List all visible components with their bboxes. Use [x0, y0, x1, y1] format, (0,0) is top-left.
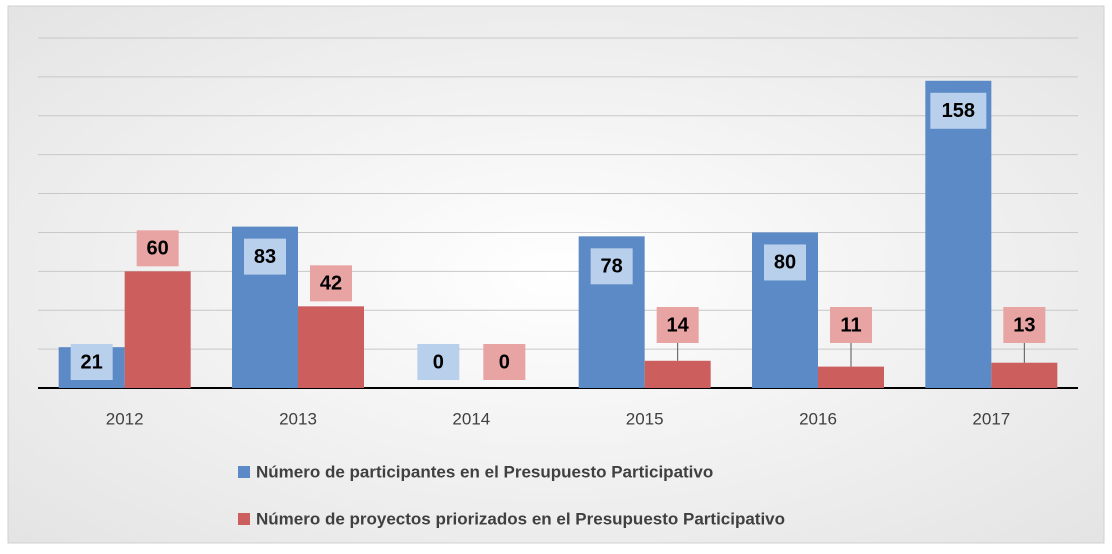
bar [298, 306, 364, 388]
data-label-box [136, 230, 179, 267]
data-label: 60 [147, 238, 169, 260]
chart-background [7, 5, 1105, 544]
data-label-box [417, 344, 460, 380]
data-label: 11 [840, 314, 861, 336]
data-label: 21 [81, 351, 103, 373]
data-label: 83 [254, 246, 276, 268]
bar [644, 360, 711, 388]
data-label: 80 [774, 252, 796, 274]
bar [818, 366, 884, 388]
x-tick-label: 2013 [279, 409, 317, 428]
bar [124, 271, 191, 388]
data-label: 14 [667, 314, 690, 336]
data-label-box [70, 344, 113, 380]
x-tick-label: 2014 [452, 409, 490, 428]
legend-label: Número de proyectos priorizados en el Pr… [256, 509, 785, 528]
data-label: 42 [320, 273, 342, 295]
legend-swatch [238, 513, 250, 525]
bar [991, 362, 1058, 388]
legend-swatch [238, 466, 250, 478]
data-label-box [590, 248, 633, 285]
data-label-box [764, 244, 806, 281]
data-label-box [1003, 307, 1046, 343]
data-label-box [310, 265, 352, 302]
data-label: 158 [942, 100, 975, 122]
data-label-box [930, 92, 987, 129]
data-label: 13 [1013, 314, 1035, 336]
data-label: 78 [601, 256, 623, 278]
x-tick-label: 2016 [799, 409, 837, 428]
data-label: 0 [433, 351, 444, 373]
x-tick-label: 2012 [106, 409, 144, 428]
x-tick-label: 2015 [626, 409, 664, 428]
data-label-box [483, 344, 526, 380]
data-label-box [830, 307, 872, 343]
data-label-box [656, 307, 699, 343]
data-label-box [244, 238, 286, 275]
legend-label: Número de participantes en el Presupuest… [256, 462, 713, 481]
x-tick-label: 2017 [972, 409, 1010, 428]
data-label: 0 [499, 351, 510, 373]
bar [925, 80, 992, 389]
